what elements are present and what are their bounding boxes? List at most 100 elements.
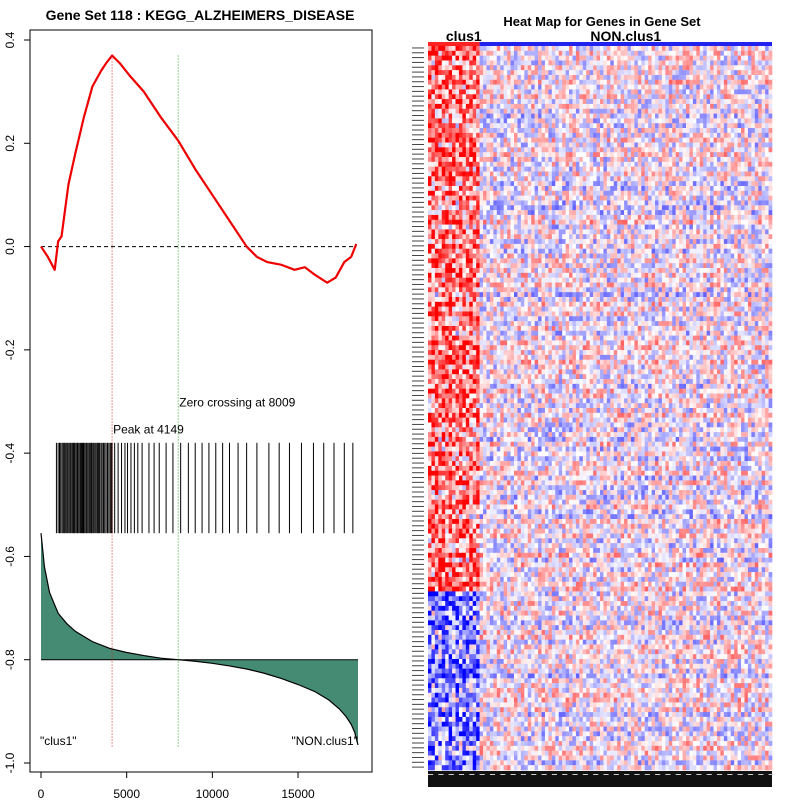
heatmap-cell	[768, 195, 773, 201]
heatmap-cell	[465, 79, 470, 85]
heatmap-cell	[696, 190, 701, 196]
heatmap-cell	[486, 74, 491, 81]
heatmap-cell	[648, 185, 652, 192]
heatmap-cell	[548, 128, 553, 134]
heatmap-cell	[538, 108, 542, 114]
heatmap-cell	[751, 263, 756, 269]
heatmap-cell	[428, 74, 432, 81]
heatmap-cell	[603, 147, 608, 153]
heatmap-cell	[751, 89, 756, 95]
heatmap-cell	[455, 50, 460, 56]
heatmap-cell	[431, 132, 436, 139]
heatmap-cell	[445, 94, 449, 100]
heatmap-cell	[668, 248, 673, 254]
heatmap-cell	[510, 147, 515, 153]
heatmap-cell	[524, 94, 529, 100]
heatmap-cell	[582, 152, 587, 158]
heatmap-cell	[686, 161, 690, 167]
heatmap-cell	[472, 205, 477, 211]
heatmap-cell	[503, 258, 508, 264]
heatmap-cell	[486, 253, 491, 259]
heatmap-cell	[668, 234, 673, 240]
heatmap-cell	[637, 70, 642, 76]
heatmap-cell	[600, 123, 604, 129]
heatmap-cell	[723, 190, 728, 196]
heatmap-cell	[706, 190, 711, 196]
heatmap-cell	[661, 166, 666, 172]
heatmap-cell	[452, 137, 456, 143]
heatmap-cell	[596, 253, 601, 259]
heatmap-cell	[572, 258, 577, 264]
heatmap-cell	[768, 166, 773, 172]
heatmap-cell	[527, 103, 532, 110]
heatmap-cell	[686, 50, 690, 56]
heatmap-cell	[610, 234, 615, 240]
heatmap-cell	[620, 152, 625, 158]
heatmap-cell	[582, 99, 587, 105]
heatmap-cell	[593, 171, 597, 177]
heatmap-cell	[479, 166, 484, 172]
heatmap-cell	[493, 46, 498, 52]
heatmap-cell	[672, 272, 676, 278]
heatmap-cell	[489, 50, 494, 56]
heatmap-cell	[534, 272, 539, 278]
heatmap-cell	[575, 219, 580, 225]
heatmap-cell	[637, 142, 642, 148]
heatmap-cell	[723, 248, 728, 254]
heatmap-cell	[500, 190, 504, 196]
heatmap-cell	[483, 118, 487, 124]
heatmap-cell	[562, 210, 566, 216]
heatmap-cell	[624, 210, 628, 216]
heatmap-cell	[428, 65, 432, 71]
heatmap-cell	[613, 185, 618, 192]
heatmap-cell	[510, 239, 515, 245]
heatmap-cell	[754, 248, 759, 254]
heatmap-cell	[713, 171, 718, 177]
heatmap-cell	[489, 65, 494, 71]
heatmap-cell	[514, 248, 518, 254]
heatmap-cell	[665, 214, 670, 221]
heatmap-cell	[441, 176, 446, 182]
heatmap-cell	[730, 108, 735, 114]
heatmap-cell	[462, 70, 467, 76]
heatmap-cell	[761, 50, 766, 56]
heatmap-cell	[462, 123, 467, 129]
heatmap-cell	[589, 176, 594, 182]
heatmap-cell	[675, 132, 680, 139]
heatmap-cell	[730, 137, 735, 143]
heatmap-cell	[579, 113, 584, 119]
heatmap-cell	[479, 152, 484, 158]
heatmap-cell	[579, 268, 584, 274]
heatmap-cell	[455, 99, 460, 105]
heatmap-cell	[544, 79, 549, 85]
heatmap-cell	[579, 229, 584, 235]
heatmap-cell	[493, 263, 498, 269]
heatmap-cell	[655, 55, 659, 61]
heatmap-cell	[747, 89, 752, 95]
heatmap-cell	[634, 70, 639, 76]
heatmap-cell	[544, 74, 549, 81]
heatmap-cell	[613, 248, 618, 254]
heatmap-cell	[527, 132, 532, 139]
heatmap-cell	[555, 243, 560, 250]
heatmap-cell	[527, 46, 532, 52]
heatmap-cell	[672, 248, 676, 254]
heatmap-cell	[479, 46, 484, 52]
heatmap-cell	[648, 113, 652, 119]
heatmap-cell	[544, 214, 549, 221]
heatmap-cell	[761, 152, 766, 158]
heatmap-cell	[644, 152, 649, 158]
heatmap-cell	[531, 185, 535, 192]
heatmap-cell	[579, 74, 584, 81]
heatmap-cell	[551, 268, 556, 274]
heatmap-cell	[713, 248, 718, 254]
heatmap-cell	[438, 147, 443, 153]
heatmap-cell	[679, 152, 683, 158]
heatmap-cell	[452, 205, 456, 211]
heatmap-cell	[575, 147, 580, 153]
heatmap-cell	[734, 74, 738, 81]
heatmap-cell	[579, 46, 584, 52]
heatmap-cell	[613, 128, 618, 134]
heatmap-cell	[648, 181, 652, 187]
heatmap-cell	[458, 234, 463, 240]
